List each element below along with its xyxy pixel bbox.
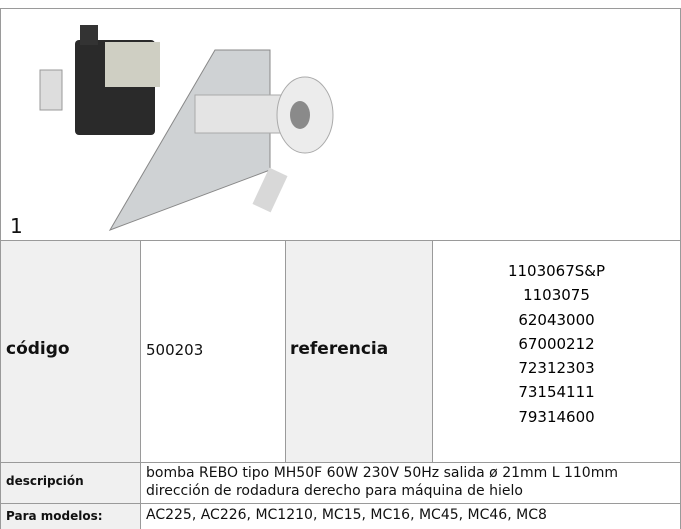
cell — [0, 503, 141, 529]
row-label: Para modelos: — [6, 509, 103, 523]
cell-value: AC225, AC226, MC1210, MC15, MC16, MC45, … — [146, 507, 547, 523]
text-line: dirección de rodadura derecho para máqui… — [146, 483, 523, 499]
row-label: referencia — [290, 339, 389, 359]
text-line: bomba REBO tipo MH50F 60W 230V 50Hz sali… — [146, 465, 618, 481]
cell-value: bomba REBO tipo MH50F 60W 230V 50Hz sali… — [146, 464, 618, 500]
reference-list: 1103067S&P 1103075 62043000 67000212 7231230… — [432, 259, 681, 429]
reference: 73154111 — [518, 383, 595, 402]
image-caption: 1 — [10, 214, 23, 238]
reference: 1103067S&P — [507, 262, 606, 280]
reference: 79314600 — [518, 407, 595, 426]
product-image — [39, 25, 334, 231]
cell — [285, 240, 433, 463]
reference: 72312303 — [518, 359, 595, 378]
row-label: descripción — [6, 474, 84, 488]
reference: 67000212 — [518, 334, 595, 353]
row-label: código — [6, 339, 70, 359]
reference: 1103075 — [523, 286, 590, 305]
reference: 62043000 — [518, 310, 595, 329]
cell-value: 500203 — [146, 341, 204, 359]
